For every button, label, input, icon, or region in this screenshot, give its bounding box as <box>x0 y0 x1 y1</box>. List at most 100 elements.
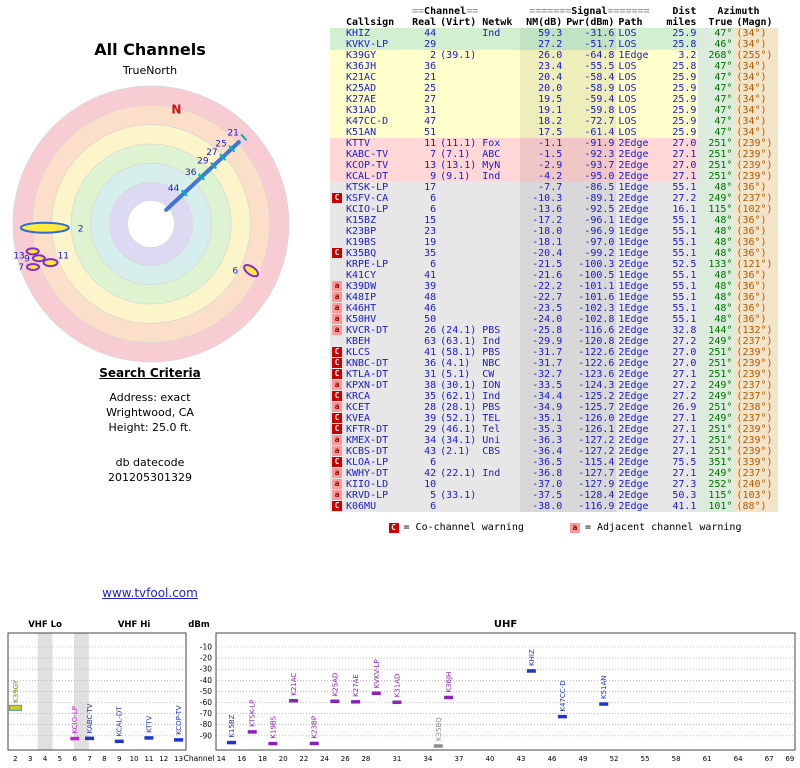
azimuth-magnetic-cell: (34°) <box>734 61 779 72</box>
channel-virtual-cell <box>438 127 481 138</box>
co-channel-warning-icon: C <box>332 358 342 368</box>
distance-cell: 26.9 <box>658 402 699 413</box>
power-cell: -72.7 <box>564 116 617 127</box>
distance-cell: 25.9 <box>658 83 699 94</box>
col-virt: (Virt) <box>440 17 477 28</box>
station-label: K27AE <box>352 674 360 697</box>
azimuth-true-cell: 48° <box>698 182 735 193</box>
address-line: Address: exact <box>109 391 191 404</box>
channel-real-cell: 29 <box>410 39 439 50</box>
power-cell: -120.8 <box>564 336 617 347</box>
channel-virtual-cell <box>438 248 481 259</box>
power-cell: -92.5 <box>564 204 617 215</box>
path-cell: 1Edge <box>616 270 659 281</box>
callsign-cell: K19BS <box>344 237 410 248</box>
callsign-cell: KCAL-DT <box>344 171 410 182</box>
callsign-cell: K36JH <box>344 61 410 72</box>
callsign-cell: K39DW <box>344 281 410 292</box>
x-tick-label: 13 <box>174 755 183 763</box>
power-cell: -127.7 <box>564 468 617 479</box>
station-label: K25AD <box>331 673 339 697</box>
radar-tick <box>210 162 218 170</box>
channel-real-cell: 7 <box>410 149 439 160</box>
network-cell: CBS <box>480 446 521 457</box>
channel-real-cell: 23 <box>410 226 439 237</box>
azimuth-true-cell: 249° <box>698 468 735 479</box>
channel-virtual-cell: (11.1) <box>438 138 481 149</box>
channel-virtual-cell: (4.1) <box>438 358 481 369</box>
true-north-label: TrueNorth <box>122 64 178 77</box>
channel-virtual-cell: (24.1) <box>438 325 481 336</box>
path-cell: 2Edge <box>616 479 659 490</box>
warning-cell <box>330 160 344 171</box>
noise-margin-cell: 20.4 <box>520 72 565 83</box>
channel-virtual-cell <box>438 479 481 490</box>
channel-virtual-cell: (33.1) <box>438 490 481 501</box>
channel-real-cell: 9 <box>410 171 439 182</box>
network-cell: PBS <box>480 325 521 336</box>
azimuth-true-cell: 249° <box>698 193 735 204</box>
station-label: KTTV <box>145 715 153 732</box>
path-cell: 2Edge <box>616 138 659 149</box>
tvfool-link[interactable]: www.tvfool.com <box>102 586 198 600</box>
channel-virtual-cell <box>438 39 481 50</box>
azimuth-magnetic-cell: (237°) <box>734 413 779 424</box>
station-marker <box>70 736 80 741</box>
callsign-cell: KMEX-DT <box>344 435 410 446</box>
distance-cell: 27.1 <box>658 171 699 182</box>
x-tick-label: 14 <box>217 755 226 763</box>
noise-margin-cell: -35.3 <box>520 424 565 435</box>
network-cell: PBS <box>480 347 521 358</box>
power-cell: -59.4 <box>564 94 617 105</box>
col-miles: miles <box>666 17 697 28</box>
x-tick-label: 34 <box>423 755 432 763</box>
table-row: C KLCS 41 (58.1) PBS -31.7 -122.6 2Edge 27.0 251°… <box>330 347 779 358</box>
path-cell: 2Edge <box>616 446 659 457</box>
warning-cell <box>330 28 344 39</box>
station-label: K31AD <box>393 674 401 698</box>
x-tick-label: 26 <box>341 755 350 763</box>
distance-cell: 27.2 <box>658 391 699 402</box>
callsign-cell: K23BP <box>344 226 410 237</box>
callsign-cell: KCOP-TV <box>344 160 410 171</box>
network-cell: Ind <box>480 391 521 402</box>
channel-real-cell: 46 <box>410 303 439 314</box>
noise-margin-cell: -32.7 <box>520 369 565 380</box>
power-cell: -128.4 <box>564 490 617 501</box>
noise-margin-cell: 27.2 <box>520 39 565 50</box>
power-cell: -97.0 <box>564 237 617 248</box>
network-cell <box>480 490 521 501</box>
path-cell: 2Edge <box>616 204 659 215</box>
x-tick-label: 12 <box>159 755 168 763</box>
azimuth-magnetic-cell: (239°) <box>734 171 779 182</box>
azimuth-true-cell: 47° <box>698 61 735 72</box>
table-row: K51AN 51 17.5 -61.4 LOS 25.9 47° (34°) <box>330 127 779 138</box>
channel-real-cell: 35 <box>410 391 439 402</box>
azimuth-magnetic-cell: (36°) <box>734 281 779 292</box>
adjacent-channel-warning-icon: a <box>332 435 342 445</box>
station-label: KTSK-LP <box>249 700 257 727</box>
power-cell: -125.7 <box>564 402 617 413</box>
path-cell: 2Edge <box>616 259 659 270</box>
azimuth-magnetic-cell: (36°) <box>734 248 779 259</box>
network-cell <box>480 457 521 468</box>
callsign-cell: K06MU <box>344 501 410 512</box>
y-tick-label: -10 <box>200 643 212 652</box>
azimuth-magnetic-cell: (88°) <box>734 501 779 512</box>
table-row: C KFTR-DT 29 (46.1) Tel -35.3 -126.1 2Edge 27.1 2… <box>330 424 779 435</box>
channel-virtual-cell: (58.1) <box>438 347 481 358</box>
channel-real-cell: 19 <box>410 237 439 248</box>
azimuth-magnetic-cell: (36°) <box>734 215 779 226</box>
station-label: K39GY <box>12 679 20 703</box>
network-cell <box>480 182 521 193</box>
path-cell: 1Edge <box>616 292 659 303</box>
excluded-band <box>74 633 89 750</box>
channel-real-cell: 27 <box>410 94 439 105</box>
channel-virtual-cell: (13.1) <box>438 160 481 171</box>
noise-margin-cell: -18.1 <box>520 237 565 248</box>
path-cell: LOS <box>616 127 659 138</box>
noise-margin-cell: -25.8 <box>520 325 565 336</box>
station-marker <box>268 741 278 746</box>
table-row: KTSK-LP 17 -7.7 -86.5 1Edge 55.1 48° (36°) <box>330 182 779 193</box>
channel-real-cell: 13 <box>410 160 439 171</box>
